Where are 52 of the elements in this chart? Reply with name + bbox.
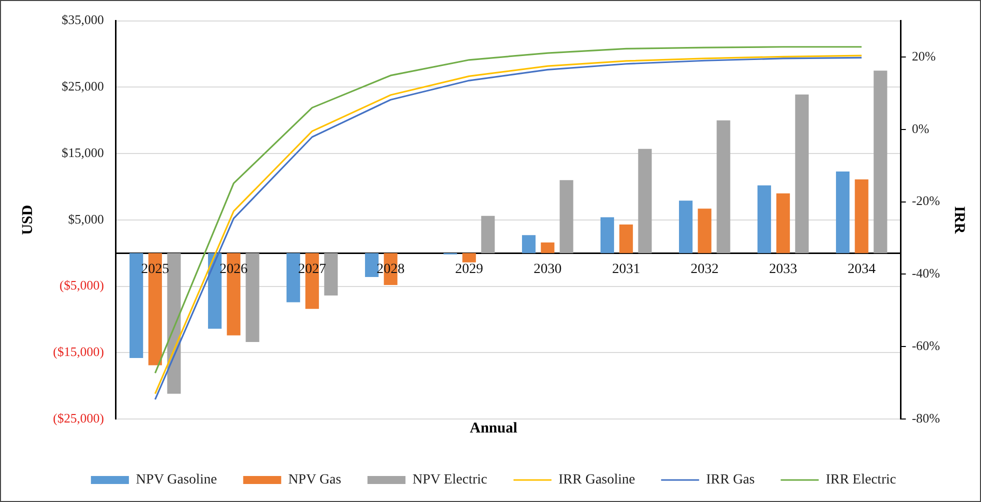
bar [795,94,809,254]
bar [757,185,772,254]
y-tick-label: $15,000 [62,144,104,160]
y2-tick-label: -20% [912,193,940,208]
y2-axis-title: IRR [951,206,968,234]
bar [638,148,652,254]
y-axis-title: USD [20,204,36,235]
x-tick-label: 2029 [455,262,484,277]
bar [246,253,260,342]
y2-tick-label: -40% [912,266,940,281]
y-tick-label: ($25,000) [52,410,104,426]
bar [836,171,850,254]
bar [365,253,379,277]
bar [481,216,495,254]
y2-tick-label: 0% [912,120,930,136]
bar [286,253,300,302]
y2-tick-label: -80% [912,410,940,426]
x-tick-label: 2030 [534,262,562,277]
bar [167,253,181,394]
legend-label: IRR Gas [706,472,755,488]
bar [208,253,222,329]
bar [462,253,476,262]
bar [678,200,693,254]
bar [716,120,730,254]
y-tick-label: ($5,000) [59,278,104,293]
bar [619,224,633,254]
bar [324,253,338,296]
x-tick-label: 2031 [612,262,640,277]
bar [560,180,574,254]
bar [522,235,536,254]
x-axis-title: Annual [470,420,518,436]
legend-label: IRR Electric [826,472,896,488]
legend-label: NPV Gas [288,472,342,488]
y-tick-label: $35,000 [62,12,104,28]
y-tick-label: ($15,000) [52,344,104,360]
y2-tick-label: -60% [912,338,940,354]
bar [130,253,144,358]
x-tick-label: 2032 [690,262,719,277]
bar [874,70,888,254]
bar [854,179,868,254]
x-tick-label: 2034 [848,262,876,277]
y-tick-label: $5,000 [68,211,104,226]
legend-label: NPV Electric [412,472,488,488]
y2-tick-label: 20% [912,48,936,64]
legend-label: NPV Gasoline [136,472,217,488]
legend-label: IRR Gasoline [558,472,636,488]
x-tick-label: 2033 [769,262,798,277]
bar [600,217,614,254]
bar [698,208,712,254]
y-tick-label: $25,000 [62,78,104,94]
bar [540,242,554,254]
bar [776,193,790,254]
